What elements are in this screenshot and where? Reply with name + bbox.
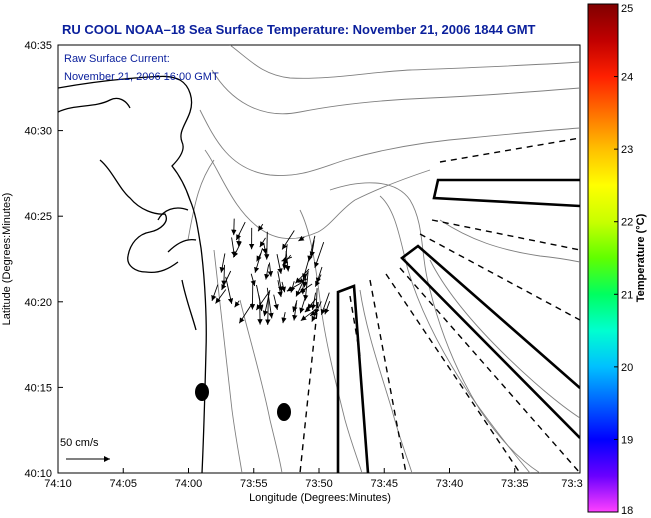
current-vector — [297, 278, 308, 284]
current-vector — [277, 280, 283, 298]
colorbar-tick-label: 20 — [621, 362, 633, 374]
x-tick-label: 73:50 — [305, 478, 333, 490]
antenna-beams — [336, 178, 580, 473]
coverage-rays — [299, 137, 580, 473]
current-vector — [264, 231, 270, 260]
current-vector — [276, 254, 283, 274]
y-tick-label: 40:35 — [24, 40, 52, 52]
current-vector — [250, 273, 256, 287]
colorbar-title: Temperature (°C) — [635, 213, 647, 302]
current-vector — [215, 289, 227, 304]
current-vector — [281, 230, 295, 250]
x-axis-label: Longitude (Degrees:Minutes) — [249, 492, 391, 504]
current-vector — [300, 308, 317, 322]
current-vector — [320, 292, 330, 315]
x-tick-label: 73:3 — [561, 478, 582, 490]
current-vector — [262, 290, 271, 317]
current-vector — [225, 276, 234, 304]
current-vector — [302, 274, 308, 288]
current-vector — [219, 253, 226, 273]
current-vector — [313, 288, 319, 315]
y-axis-ticks: 40:35 40:30 40:25 40:20 40:15 40:10 — [24, 40, 63, 480]
current-vector — [315, 266, 323, 284]
map-title: RU COOL NOAA–18 Sea Surface Temperature:… — [62, 22, 536, 37]
colorbar-tick-label: 19 — [621, 434, 633, 446]
current-vector — [298, 235, 305, 242]
station-marker — [195, 383, 209, 401]
current-vector — [257, 223, 264, 232]
bathymetry-contours — [187, 45, 580, 473]
x-tick-label: 74:10 — [44, 478, 72, 490]
annotation-line2: November 21, 2006 16:00 GMT — [64, 71, 219, 83]
current-vector — [235, 221, 246, 241]
y-axis-label: Latitude (Degrees:Minutes) — [1, 193, 13, 326]
current-vector — [280, 281, 286, 293]
current-vector — [231, 218, 237, 236]
colorbar-tick-label: 25 — [621, 3, 633, 15]
current-vector — [281, 312, 287, 324]
y-tick-label: 40:20 — [24, 297, 52, 309]
x-tick-label: 74:00 — [175, 478, 203, 490]
current-vector — [258, 295, 264, 312]
current-vector — [264, 264, 270, 280]
colorbar-tick-label: 21 — [621, 289, 633, 301]
y-tick-label: 40:30 — [24, 126, 52, 138]
y-tick-label: 40:25 — [24, 211, 52, 223]
current-vector — [282, 244, 288, 270]
scale-label: 50 cm/s — [60, 437, 99, 449]
current-vector — [309, 240, 315, 258]
current-vector — [254, 247, 263, 273]
current-vector — [289, 281, 296, 293]
current-vector — [302, 258, 310, 280]
current-vector — [285, 251, 291, 272]
x-axis-ticks: 74:10 74:05 74:00 73:55 73:50 73:45 73:40 73:35… — [44, 468, 583, 490]
colorbar-tick-label: 22 — [621, 217, 633, 229]
current-vector — [234, 300, 240, 308]
current-vector — [211, 284, 219, 302]
current-vector — [267, 262, 274, 277]
current-vector — [310, 292, 317, 310]
y-tick-label: 40:10 — [24, 468, 52, 480]
colorbar-tick-label: 23 — [621, 144, 633, 156]
current-vector — [259, 237, 266, 248]
current-vector — [311, 301, 322, 322]
x-tick-label: 74:05 — [109, 478, 137, 490]
station-marker — [277, 403, 291, 421]
coastline — [58, 75, 207, 473]
colorbar-tick-label: 18 — [621, 505, 633, 517]
current-vector — [292, 300, 298, 313]
current-vector — [273, 294, 279, 311]
colorbar-tick-label: 24 — [621, 72, 633, 84]
current-vector — [266, 287, 274, 319]
current-vector — [232, 241, 242, 258]
surface-current-vectors — [211, 218, 331, 325]
current-vector — [221, 270, 232, 291]
current-vector — [262, 242, 268, 255]
current-vector — [265, 293, 271, 325]
annotation-line1: Raw Surface Current: — [64, 53, 170, 65]
temperature-colorbar: 25 24 23 22 21 20 19 18 Temperature (°C) — [587, 3, 647, 517]
map-plot-area: 50 cm/s Raw Surface Current: November 21… — [57, 44, 581, 474]
x-tick-label: 73:35 — [501, 478, 529, 490]
x-tick-label: 73:55 — [240, 478, 268, 490]
x-tick-label: 73:40 — [436, 478, 464, 490]
x-tick-label: 73:45 — [370, 478, 398, 490]
current-vector — [314, 241, 325, 268]
y-tick-label: 40:15 — [24, 382, 52, 394]
